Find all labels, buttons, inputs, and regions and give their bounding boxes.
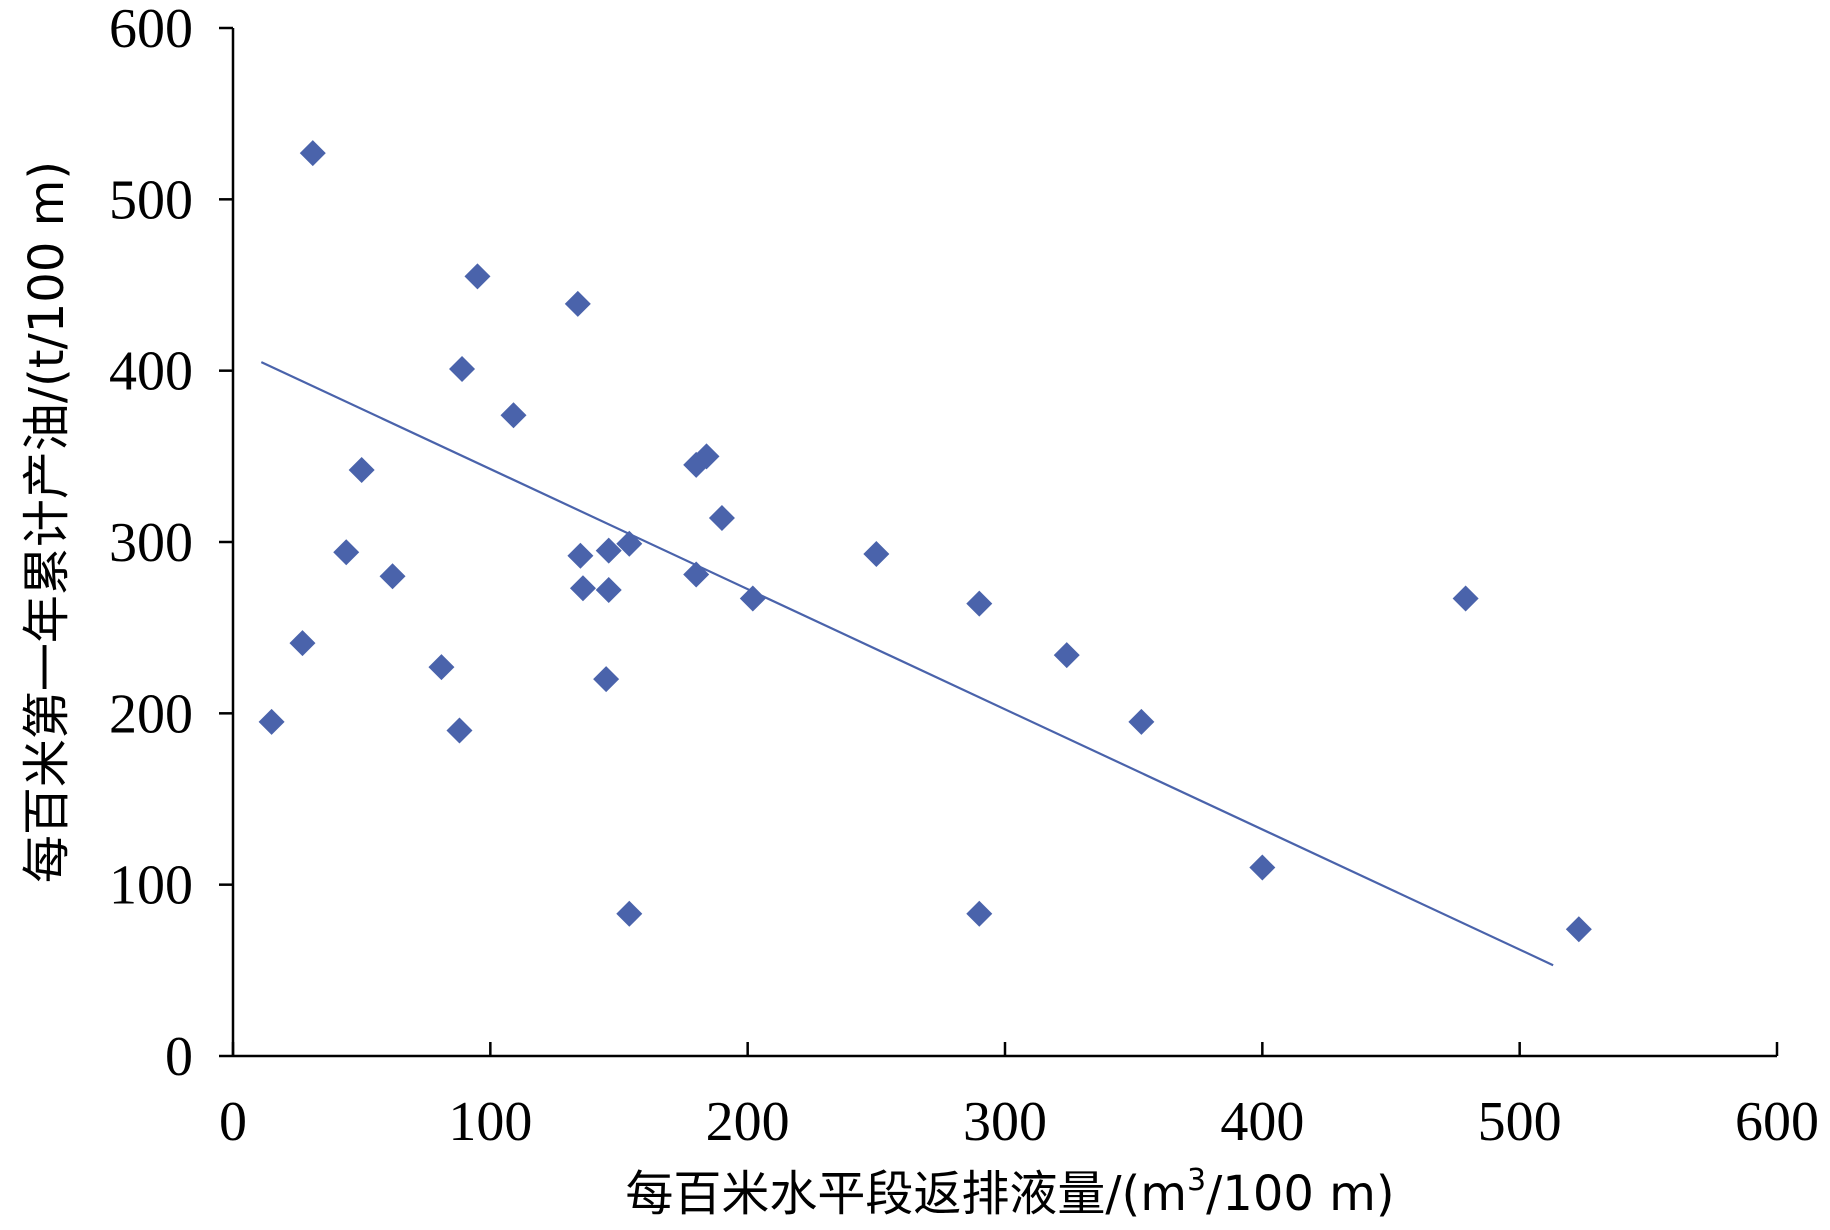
x-ticks: 0 100 200 300 400 500 600 bbox=[219, 1042, 1819, 1153]
data-point bbox=[1452, 585, 1479, 612]
axes bbox=[231, 28, 1777, 1058]
x-axis-label-end: /100 m) bbox=[1206, 1166, 1395, 1222]
trendline bbox=[260, 361, 1554, 967]
data-point bbox=[595, 537, 622, 564]
data-point bbox=[348, 457, 375, 484]
y-tick-label: 100 bbox=[109, 855, 193, 917]
data-point bbox=[564, 290, 591, 317]
data-point bbox=[567, 542, 594, 569]
data-point bbox=[739, 585, 766, 612]
y-tick-label: 400 bbox=[109, 341, 193, 403]
data-points bbox=[258, 140, 1592, 943]
x-tick-label: 400 bbox=[1220, 1091, 1304, 1153]
data-point bbox=[1249, 854, 1276, 881]
y-tick-label: 600 bbox=[109, 0, 193, 60]
data-point bbox=[449, 355, 476, 382]
data-point bbox=[616, 530, 643, 557]
data-point bbox=[966, 900, 993, 927]
data-point bbox=[1565, 916, 1592, 943]
data-point bbox=[593, 666, 620, 693]
x-tick-label: 0 bbox=[219, 1091, 247, 1153]
trendline-group bbox=[260, 361, 1554, 967]
data-point bbox=[428, 654, 455, 681]
y-tick-label: 300 bbox=[109, 512, 193, 574]
data-point bbox=[966, 590, 993, 617]
y-ticks: 0 100 200 300 400 500 600 bbox=[109, 0, 233, 1088]
x-tick-label: 600 bbox=[1735, 1091, 1819, 1153]
data-point bbox=[569, 575, 596, 602]
data-point bbox=[683, 561, 710, 588]
data-point bbox=[464, 263, 491, 290]
x-tick-label: 100 bbox=[448, 1091, 532, 1153]
data-point bbox=[1053, 642, 1080, 669]
data-point bbox=[379, 563, 406, 590]
data-point bbox=[616, 900, 643, 927]
data-point bbox=[693, 443, 720, 470]
y-axis-label: 每百米第一年累计产油/(t/100 m) bbox=[19, 161, 75, 883]
y-tick-label: 200 bbox=[109, 683, 193, 745]
data-point bbox=[289, 630, 316, 657]
data-point bbox=[863, 540, 890, 567]
x-axis-label: 每百米水平段返排液量/(m3/100 m) bbox=[625, 1163, 1394, 1222]
data-point bbox=[258, 708, 285, 735]
y-tick-label: 500 bbox=[109, 169, 193, 231]
data-point bbox=[1128, 708, 1155, 735]
data-point bbox=[299, 140, 326, 167]
x-tick-label: 200 bbox=[706, 1091, 790, 1153]
x-axis-label-superscript: 3 bbox=[1187, 1163, 1206, 1198]
x-tick-label: 300 bbox=[963, 1091, 1047, 1153]
x-axis-label-text: 每百米水平段返排液量/(m bbox=[625, 1166, 1187, 1222]
data-point bbox=[500, 402, 527, 429]
data-point bbox=[708, 505, 735, 532]
y-tick-label: 0 bbox=[165, 1026, 193, 1088]
data-point bbox=[446, 717, 473, 744]
data-point bbox=[595, 576, 622, 603]
data-point bbox=[333, 539, 360, 566]
x-tick-label: 500 bbox=[1478, 1091, 1562, 1153]
